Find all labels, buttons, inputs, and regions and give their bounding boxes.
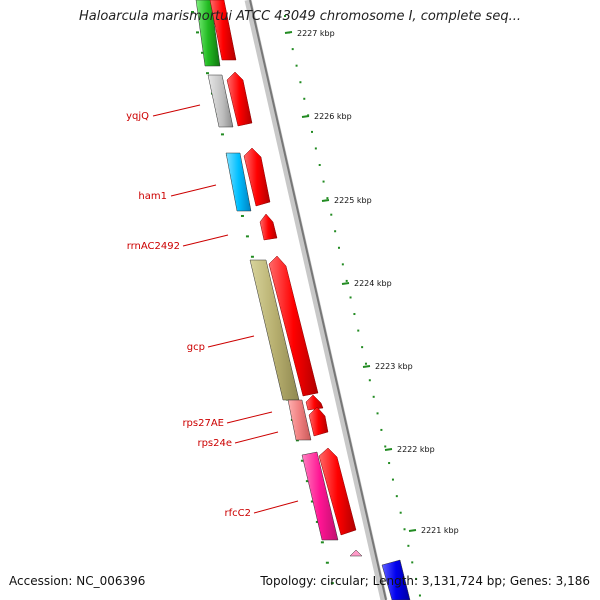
gene-label[interactable]: yqjQ (126, 111, 149, 122)
gene-labels: yqjQ ham1 rrnAC2492 gcp rps27AE rps24e r… (126, 111, 251, 519)
kbp-major-tick (321, 199, 330, 202)
kbp-major-tick (384, 448, 393, 451)
cds-arrow (209, 0, 237, 61)
kbp-major-tick (362, 365, 371, 368)
label-leader-line (170, 184, 217, 197)
gene-label[interactable]: gcp (187, 342, 205, 353)
gene-category-block (381, 559, 411, 600)
kbp-label: 2227 kbp (297, 29, 335, 38)
kbp-label: 2226 kbp (314, 112, 352, 121)
kbp-major-ticks (284, 31, 417, 532)
label-leader-line (182, 234, 229, 247)
kbp-major-tick (408, 529, 417, 532)
kbp-labels: 2227 kbp 2226 kbp 2225 kbp 2224 kbp 2223… (297, 29, 459, 535)
kbp-label: 2223 kbp (375, 362, 413, 371)
gene-label[interactable]: rrnAC2492 (127, 241, 180, 252)
gene-category-block (225, 152, 252, 212)
cds-arrow (268, 255, 319, 397)
kbp-dotted-ring (284, 15, 421, 597)
cds-ring (209, 0, 357, 536)
gene-category-block (207, 74, 234, 128)
label-leader-line (226, 411, 273, 424)
cds-arrow (308, 406, 329, 437)
backbone-line (244, 0, 388, 600)
label-leader-line (207, 335, 255, 348)
backbone-line-dark (249, 0, 387, 600)
gene-category-block (301, 451, 339, 541)
genome-summary-text: Topology: circular; Length: 3,131,724 bp… (260, 574, 590, 588)
gene-category-block (287, 399, 312, 441)
kbp-label: 2225 kbp (334, 196, 372, 205)
kbp-major-tick (341, 282, 350, 285)
cds-arrow (305, 394, 324, 411)
gene-category-block (195, 0, 221, 67)
label-leader-line (253, 500, 299, 514)
gene-label[interactable]: rps24e (197, 438, 232, 449)
kbp-label: 2221 kbp (421, 526, 459, 535)
gene-label[interactable]: ham1 (138, 191, 167, 202)
cds-arrow (318, 447, 357, 536)
cds-arrow (226, 71, 253, 127)
gene-category-block (349, 549, 363, 557)
label-leaders (152, 104, 299, 514)
kbp-major-tick (301, 115, 310, 118)
category-ring (195, 0, 411, 600)
accession-text: Accession: NC_006396 (9, 574, 146, 588)
kbp-label: 2224 kbp (354, 279, 392, 288)
label-leader-line (234, 431, 279, 444)
label-leader-line (152, 104, 201, 117)
cds-arrow (243, 147, 271, 207)
gene-label[interactable]: rfcC2 (225, 508, 251, 519)
kbp-major-tick (284, 31, 293, 34)
gene-label[interactable]: rps27AE (182, 418, 224, 429)
map-title: Haloarcula marismortui ATCC 43049 chromo… (79, 9, 521, 24)
kbp-label: 2222 kbp (397, 445, 435, 454)
cds-arrow (259, 213, 278, 241)
